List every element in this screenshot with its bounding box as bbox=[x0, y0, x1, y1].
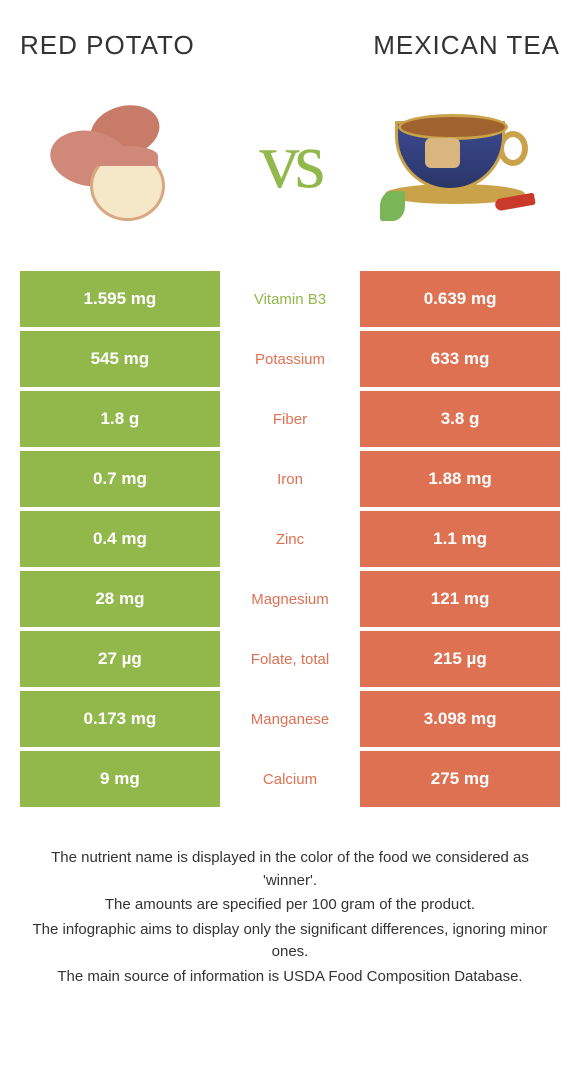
right-value: 633 mg bbox=[360, 331, 560, 387]
right-value: 215 µg bbox=[360, 631, 560, 687]
left-food-image bbox=[40, 96, 200, 226]
right-value: 3.8 g bbox=[360, 391, 560, 447]
nutrient-row: 1.8 gFiber3.8 g bbox=[20, 391, 560, 447]
nutrient-row: 27 µgFolate, total215 µg bbox=[20, 631, 560, 687]
header: Red potato Mexican tea bbox=[20, 30, 560, 61]
left-food-title: Red potato bbox=[20, 30, 195, 61]
left-value: 1.595 mg bbox=[20, 271, 220, 327]
nutrient-name: Potassium bbox=[220, 331, 360, 387]
nutrient-name: Calcium bbox=[220, 751, 360, 807]
right-food-image bbox=[380, 96, 540, 226]
nutrient-row: 0.173 mgManganese3.098 mg bbox=[20, 691, 560, 747]
nutrient-name: Manganese bbox=[220, 691, 360, 747]
right-value: 1.1 mg bbox=[360, 511, 560, 567]
left-value: 0.7 mg bbox=[20, 451, 220, 507]
nutrient-table: 1.595 mgVitamin B30.639 mg545 mgPotassiu… bbox=[20, 271, 560, 807]
nutrient-row: 28 mgMagnesium121 mg bbox=[20, 571, 560, 627]
footer-line: The main source of information is USDA F… bbox=[30, 966, 550, 989]
nutrient-name: Vitamin B3 bbox=[220, 271, 360, 327]
nutrient-row: 9 mgCalcium275 mg bbox=[20, 751, 560, 807]
nutrient-row: 1.595 mgVitamin B30.639 mg bbox=[20, 271, 560, 327]
nutrient-name: Iron bbox=[220, 451, 360, 507]
right-value: 0.639 mg bbox=[360, 271, 560, 327]
vs-label: vs bbox=[259, 116, 320, 207]
right-value: 121 mg bbox=[360, 571, 560, 627]
left-value: 28 mg bbox=[20, 571, 220, 627]
left-value: 1.8 g bbox=[20, 391, 220, 447]
left-value: 545 mg bbox=[20, 331, 220, 387]
left-value: 0.4 mg bbox=[20, 511, 220, 567]
right-value: 275 mg bbox=[360, 751, 560, 807]
nutrient-name: Magnesium bbox=[220, 571, 360, 627]
left-value: 27 µg bbox=[20, 631, 220, 687]
footer-line: The amounts are specified per 100 gram o… bbox=[30, 894, 550, 917]
left-value: 9 mg bbox=[20, 751, 220, 807]
nutrient-name: Fiber bbox=[220, 391, 360, 447]
right-value: 1.88 mg bbox=[360, 451, 560, 507]
right-food-title: Mexican tea bbox=[373, 30, 560, 61]
teacup-icon bbox=[380, 96, 540, 226]
footer-line: The nutrient name is displayed in the co… bbox=[30, 847, 550, 892]
nutrient-row: 545 mgPotassium633 mg bbox=[20, 331, 560, 387]
left-value: 0.173 mg bbox=[20, 691, 220, 747]
potato-icon bbox=[40, 101, 200, 221]
nutrient-row: 0.7 mgIron1.88 mg bbox=[20, 451, 560, 507]
right-value: 3.098 mg bbox=[360, 691, 560, 747]
nutrient-name: Folate, total bbox=[220, 631, 360, 687]
footer-line: The infographic aims to display only the… bbox=[30, 919, 550, 964]
nutrient-name: Zinc bbox=[220, 511, 360, 567]
nutrient-row: 0.4 mgZinc1.1 mg bbox=[20, 511, 560, 567]
vs-row: vs bbox=[40, 91, 540, 231]
footer-notes: The nutrient name is displayed in the co… bbox=[20, 847, 560, 988]
